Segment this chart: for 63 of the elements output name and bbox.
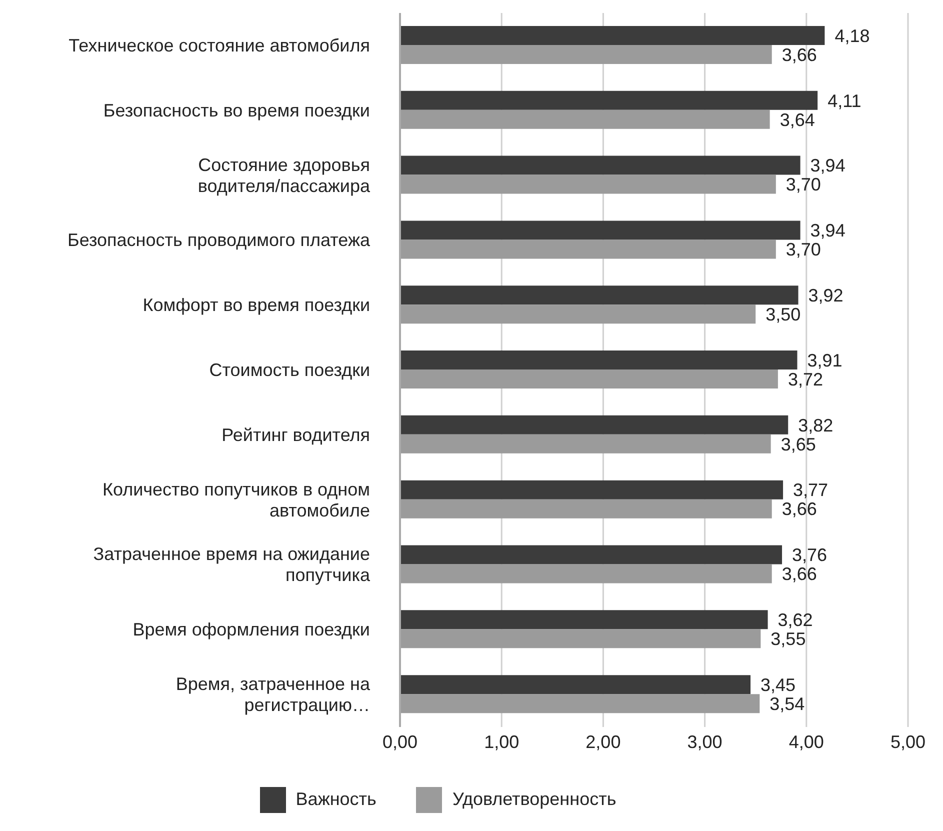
y-tick-label: Затраченное время на ожидание попутчика <box>93 544 371 586</box>
bar <box>400 26 825 45</box>
bar <box>400 90 818 110</box>
data-label: 4,18 <box>834 26 870 46</box>
y-tick-label: Комфорт во время поездки <box>142 295 370 316</box>
data-label: 3,66 <box>782 44 817 65</box>
y-tick-label: Состояние здоровья водителя/пассажира <box>198 154 371 196</box>
data-label: 3,45 <box>760 674 796 695</box>
bar <box>400 220 800 240</box>
x-tick-label: 5,00 <box>890 732 926 752</box>
data-label: 3,66 <box>782 564 817 584</box>
data-label: 3,50 <box>766 304 801 325</box>
data-label: 3,54 <box>770 694 805 714</box>
data-label: 3,94 <box>810 156 846 176</box>
bar <box>400 240 776 259</box>
bar <box>400 434 771 454</box>
legend-label: Важность <box>296 788 376 809</box>
x-tick-label: 0,00 <box>382 732 418 752</box>
bar <box>400 304 756 324</box>
bar <box>400 610 768 630</box>
data-label: 3,82 <box>798 415 834 436</box>
y-tick-label: Время, затраченное на регистрацию… <box>176 674 371 716</box>
bar <box>400 480 784 500</box>
bar <box>400 629 761 648</box>
data-label: 3,64 <box>780 110 815 130</box>
bar <box>400 415 788 434</box>
bar <box>400 675 751 694</box>
bar <box>400 44 772 64</box>
bar <box>400 156 800 175</box>
y-tick-label: Количество попутчиков в одном автомобиле <box>102 479 370 520</box>
bar <box>400 370 778 389</box>
x-tick-label: 3,00 <box>687 732 722 752</box>
data-label: 3,92 <box>808 286 844 306</box>
bar <box>400 694 760 714</box>
data-label: 3,70 <box>786 240 821 260</box>
data-label: 3,76 <box>792 545 828 566</box>
x-tick-label: 1,00 <box>484 732 520 752</box>
data-label: 3,55 <box>770 629 806 650</box>
bar <box>400 110 770 129</box>
y-tick-label: Время оформления поездки <box>132 620 370 640</box>
bar <box>400 286 798 305</box>
data-label: 3,70 <box>786 174 821 195</box>
y-tick-label: Техническое состояние автомобиля <box>68 35 370 56</box>
data-label: 3,62 <box>778 610 813 630</box>
legend-label: Удовлетворенность <box>452 788 616 809</box>
data-label: 4,11 <box>828 90 862 111</box>
bar <box>400 174 776 194</box>
bar <box>400 350 798 370</box>
x-tick-label: 2,00 <box>586 732 621 752</box>
x-tick-label: 4,00 <box>788 732 824 752</box>
data-label: 3,94 <box>810 220 846 241</box>
data-label: 3,65 <box>780 434 816 454</box>
y-tick-label: Безопасность во время поездки <box>103 100 370 120</box>
y-tick-label: Стоимость поездки <box>209 360 370 380</box>
data-label: 3,77 <box>793 480 828 500</box>
bar <box>400 545 782 564</box>
bar <box>400 499 772 518</box>
bar <box>400 564 772 584</box>
y-tick-label: Безопасность проводимого платежа <box>68 230 371 250</box>
data-label: 3,72 <box>788 369 823 390</box>
data-label: 3,91 <box>807 350 842 370</box>
y-tick-label: Рейтинг водителя <box>222 424 370 445</box>
data-label: 3,66 <box>782 499 817 520</box>
